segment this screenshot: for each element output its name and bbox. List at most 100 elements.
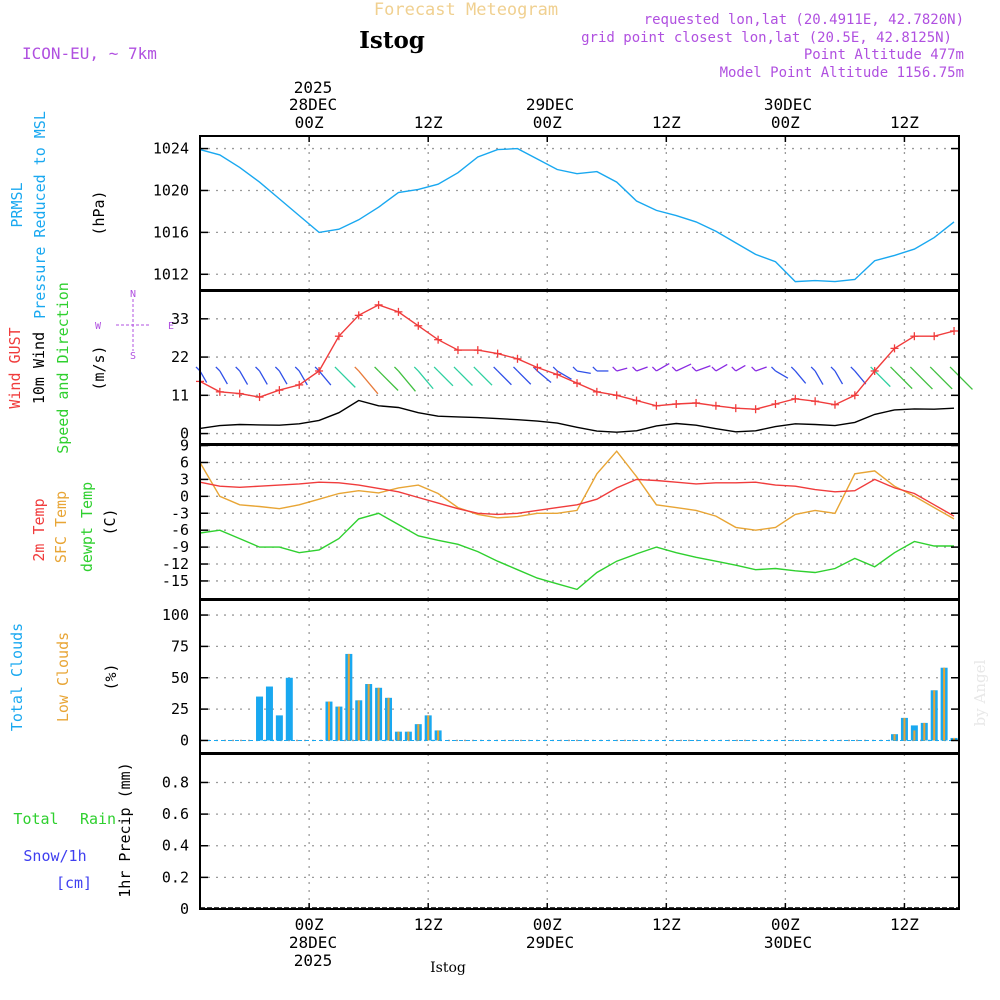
y-tick-label: 0.8 — [162, 773, 189, 791]
wind-barb-flag — [433, 366, 439, 372]
gridlines — [200, 136, 959, 910]
wind-barb — [477, 370, 493, 386]
y-tick-label: 0 — [180, 425, 189, 443]
wind-barb — [894, 370, 913, 390]
wind-barb — [755, 366, 767, 372]
wind-barb-flag — [909, 366, 915, 372]
sfc-temp-line — [199, 450, 955, 531]
bottom-hour-label: 12Z — [652, 915, 681, 934]
low-cloud-bar — [347, 653, 350, 741]
top-hour-labels: 00Z 12Z 00Z 12Z 00Z 12Z — [295, 113, 920, 132]
low-cloud-bar — [367, 684, 370, 741]
panel-frames — [199, 135, 960, 910]
top-hour-label: 00Z — [533, 113, 562, 132]
temp-2m-line — [199, 478, 955, 517]
wind-barb — [556, 370, 572, 380]
panel-frame — [199, 444, 960, 600]
low-cloud-bar — [337, 706, 340, 741]
wind-barb-flag — [830, 366, 836, 372]
panel-frame — [199, 599, 960, 754]
panel-frame — [199, 753, 960, 910]
wind-barb — [239, 370, 249, 385]
wind-barb — [715, 363, 728, 372]
wind-barb-flag — [274, 366, 280, 372]
wind-barb — [834, 370, 844, 385]
precip-unit: 1hr Precip (mm) — [116, 762, 134, 897]
wind-barb — [675, 363, 692, 372]
total-cloud-bar — [285, 677, 293, 741]
low-cloud-bar — [933, 690, 936, 741]
wind-barb — [378, 370, 399, 391]
compass-e: E — [168, 321, 174, 332]
wind-barb-flag — [929, 366, 935, 372]
low-cloud-bar — [417, 724, 420, 741]
top-date-3: 30DEC — [764, 95, 812, 114]
wind-barb — [616, 367, 628, 372]
point-altitude: Point Altitude 477m — [804, 47, 964, 63]
y-tick-label: 50 — [171, 669, 189, 687]
panel-frame — [199, 135, 960, 291]
bottom-date-1: 28DEC — [289, 933, 337, 952]
wind-barb — [338, 370, 356, 388]
bottom-hour-label: 00Z — [295, 915, 324, 934]
y-tick-label: 25 — [171, 700, 189, 718]
y-tick-label: 0 — [180, 487, 189, 505]
wind-barb — [437, 370, 454, 387]
precip-snow-label: Snow/1h — [23, 847, 86, 865]
model-altitude: Model Point Altitude 1156.75m — [720, 65, 964, 81]
model-label: ICON-EU, ~ 7km — [22, 44, 157, 63]
wind-barb — [536, 370, 552, 383]
top-date-2: 29DEC — [526, 95, 574, 114]
low-cloud-bar — [397, 731, 400, 741]
compass-n: N — [130, 289, 136, 300]
wind-barb-flag — [711, 366, 717, 372]
wind-barb-flag — [314, 366, 320, 372]
wind-barb — [358, 370, 379, 395]
temp-sfc-label: SFC Temp — [52, 491, 70, 563]
y-tick-label: 1016 — [153, 223, 189, 241]
wind-barb — [874, 370, 891, 388]
y-tick-label: 1024 — [153, 140, 189, 158]
bottom-year: 2025 — [294, 951, 333, 970]
wind-barb-flag — [592, 366, 598, 372]
wind-barb-flag — [354, 366, 360, 372]
temp-dew-label: dewpt Temp — [78, 482, 96, 572]
wind-barb-flag — [334, 366, 340, 372]
wind-dir-label: Speed and Direction — [54, 282, 72, 454]
clouds-low-label: Low Clouds — [54, 632, 72, 722]
y-tick-label: 0 — [180, 900, 189, 918]
low-cloud-bar — [903, 717, 906, 741]
wind-barb-flag — [612, 366, 618, 372]
y-tick-label: -12 — [162, 555, 189, 573]
wind-barb-flag — [572, 366, 578, 372]
low-cloud-bar — [923, 722, 926, 741]
wind-barb — [814, 370, 824, 385]
supertitle: Forecast Meteogram — [374, 0, 558, 20]
wind-10m-label: 10m Wind — [30, 332, 48, 404]
low-cloud-bar — [427, 715, 430, 741]
y-tick-label: 9 — [180, 437, 189, 455]
low-cloud-bar — [913, 730, 916, 741]
wind-barb-flag — [731, 366, 737, 372]
wind-barb-flag — [294, 366, 300, 372]
wind-barb-flag — [671, 366, 677, 372]
wind-barb-flag — [890, 366, 895, 372]
wind-barb — [298, 370, 308, 386]
wind-barb — [656, 362, 670, 372]
bottom-hour-labels: 00Z 12Z 00Z 12Z 00Z 12Z — [295, 915, 920, 934]
wind-barb-flag — [751, 366, 757, 372]
wind-barb-flag — [255, 366, 260, 372]
top-year: 2025 — [294, 78, 333, 97]
station-title: Istog — [359, 27, 425, 54]
wind-barb-flag — [413, 366, 419, 372]
compass-rose: N S W E — [95, 289, 174, 362]
top-hour-label: 00Z — [295, 113, 324, 132]
wind-barb-flag — [949, 366, 955, 372]
compass-w: W — [95, 321, 102, 332]
bottom-hour-label: 12Z — [890, 915, 919, 934]
wind-barb — [735, 364, 746, 372]
y-tick-label: 0.4 — [162, 837, 189, 855]
bottom-hour-label: 00Z — [533, 915, 562, 934]
wind-barb — [397, 370, 416, 392]
wind-barb — [278, 370, 288, 385]
